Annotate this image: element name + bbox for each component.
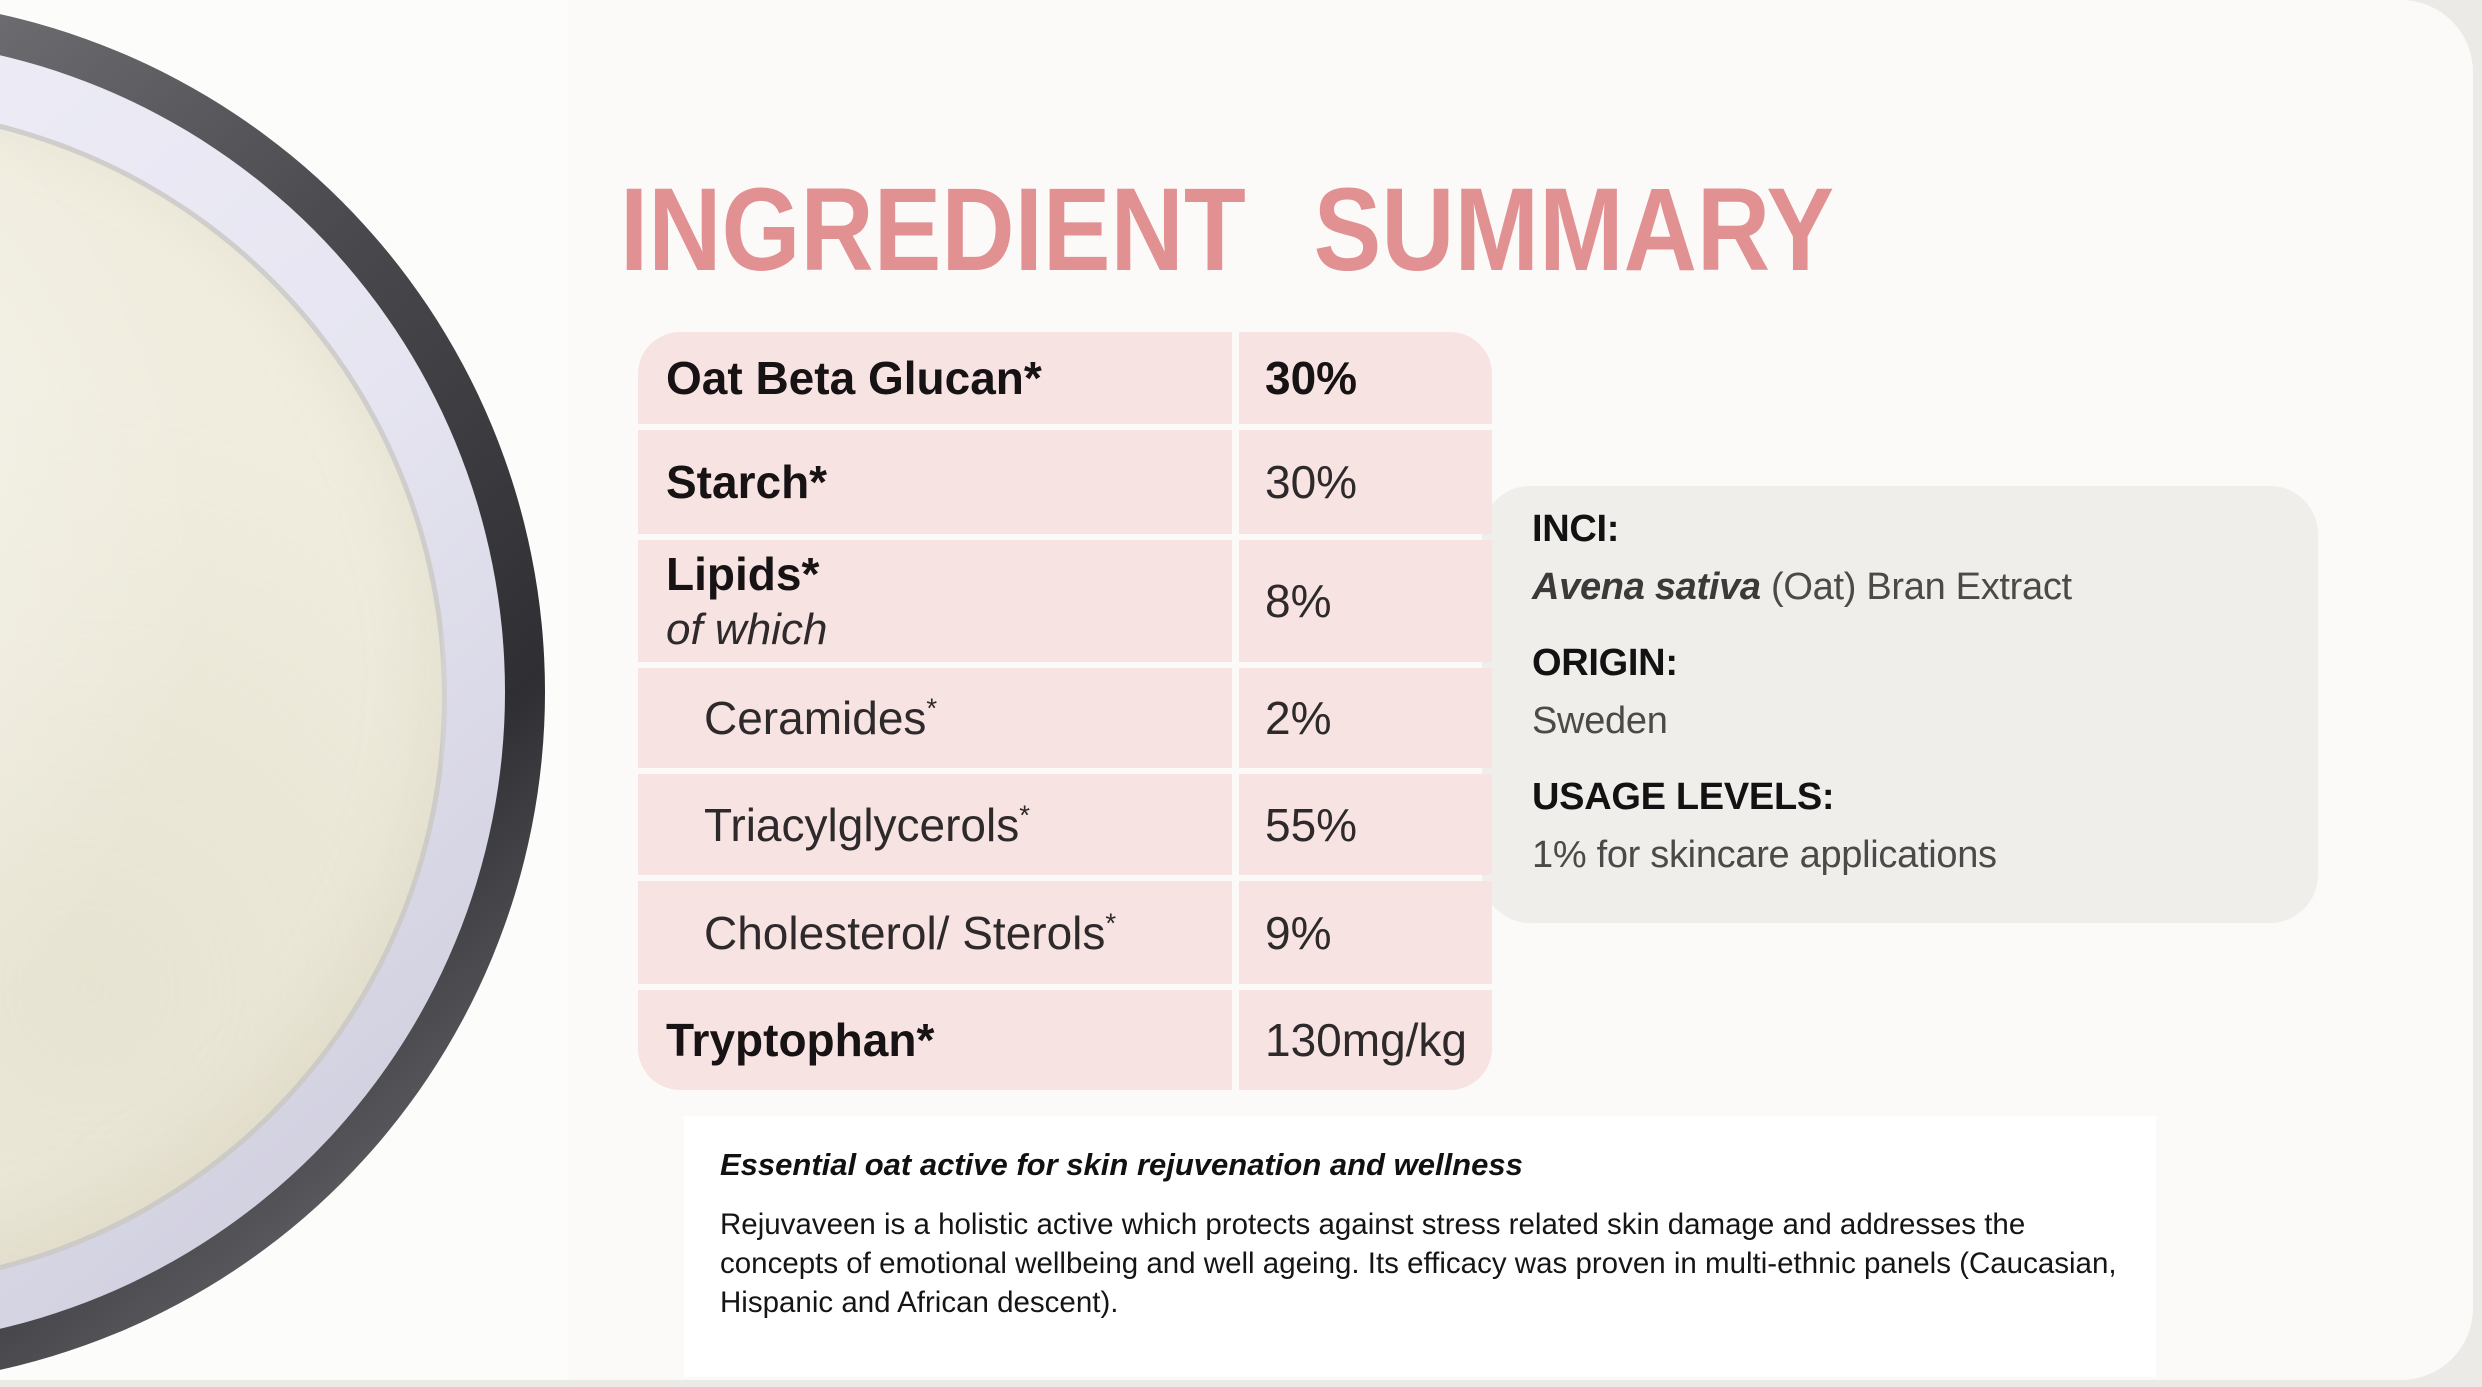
usage-section: USAGE LEVELS: 1% for skincare applicatio… [1532,768,2268,884]
row-value-text: 8% [1265,575,1332,627]
row-label-note: of which [666,605,828,654]
usage-value: 1% for skincare applications [1532,834,1997,876]
table-row-label: Triacylglycerols* [638,774,1232,875]
row-value-text: 130mg/kg [1265,1014,1468,1066]
table-row-value: 8% [1239,540,1492,662]
table-row-label: Cholesterol/ Sterols* [638,881,1232,984]
table-row-label: Ceramides* [638,668,1232,768]
description-card: Essential oat active for skin rejuvenati… [684,1116,2156,1377]
row-label-text: Oat Beta Glucan* [666,352,1042,404]
origin-section: ORIGIN: Sweden [1532,634,2268,750]
table-row-label: Lipids* of which [638,540,1232,662]
info-box: INCI: Avena sativa (Oat) Bran Extract OR… [1482,486,2318,923]
inci-section: INCI: Avena sativa (Oat) Bran Extract [1532,500,2268,616]
table-row-value: 9% [1239,881,1492,984]
row-value-text: 55% [1265,798,1358,851]
description-body: Rejuvaveen is a holistic active which pr… [720,1208,2117,1319]
origin-value: Sweden [1532,700,1668,742]
inci-rest: (Oat) Bran Extract [1760,566,2072,608]
row-value-text: 30% [1265,352,1358,404]
row-value-text: 2% [1265,692,1332,744]
row-value-text: 30% [1265,456,1358,508]
row-label-text: Lipids* [666,548,820,600]
usage-label: USAGE LEVELS: [1532,776,1835,818]
table-row-value: 30% [1239,332,1492,424]
inci-label: INCI: [1532,508,1620,550]
inci-species: Avena sativa [1532,566,1761,608]
powder-photo [0,0,568,1380]
origin-label: ORIGIN: [1532,642,1678,684]
table-row-label: Oat Beta Glucan* [638,332,1232,424]
row-label-text: Triacylglycerols* [704,798,1030,851]
row-label-text: Cholesterol/ Sterols* [704,906,1117,959]
table-row-value: 55% [1239,774,1492,875]
table-row-value: 130mg/kg [1239,990,1492,1090]
table-row-value: 2% [1239,668,1492,768]
row-label-text: Tryptophan* [666,1014,935,1066]
table-row-label: Tryptophan* [638,990,1232,1090]
table-row-label: Starch* [638,430,1232,534]
description-heading: Essential oat active for skin rejuvenati… [720,1147,1523,1182]
inci-value: Avena sativa (Oat) Bran Extract [1532,558,2268,616]
row-label-text: Starch* [666,456,828,508]
page-title: INGREDIENT SUMMARY [620,164,1835,297]
ingredient-table: Oat Beta Glucan* 30% Starch* 30% Lipids*… [638,332,1492,1090]
row-label-text: Ceramides* [704,692,938,744]
table-row-value: 30% [1239,430,1492,534]
row-value-text: 9% [1265,906,1332,959]
